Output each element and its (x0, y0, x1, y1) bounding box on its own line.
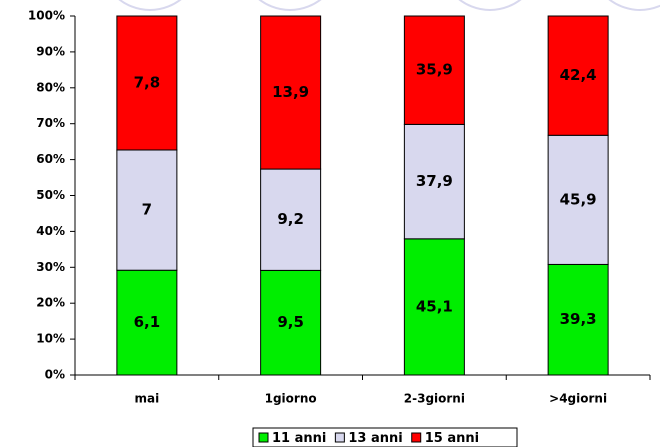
legend-label: 13 anni (348, 431, 402, 446)
x-tick-label: 1giorno (265, 392, 317, 406)
y-tick-label: 10% (36, 332, 65, 346)
bar-segment (260, 269, 322, 376)
y-tick-label: 50% (36, 188, 65, 202)
x-tick-label: 2-3giorni (404, 392, 465, 406)
data-label: 9,5 (277, 313, 304, 331)
bar-segment (116, 15, 178, 151)
data-label: 37,9 (416, 172, 453, 190)
data-label: 42,4 (560, 66, 597, 84)
bar-segment (547, 134, 609, 265)
legend-swatch (334, 432, 345, 443)
y-tick-label: 20% (36, 296, 65, 310)
bar-segment (403, 15, 465, 125)
y-tick-label: 30% (36, 260, 65, 274)
y-tick-label: 100% (28, 9, 65, 23)
decoration (118, 0, 660, 11)
y-tick-label: 70% (36, 116, 65, 130)
y-tick-label: 0% (45, 368, 65, 382)
y-tick-label: 90% (36, 44, 65, 58)
data-label: 13,9 (272, 83, 309, 101)
legend-swatch (411, 432, 422, 443)
data-label: 35,9 (416, 61, 453, 79)
data-label: 7,8 (134, 73, 161, 91)
x-tick-label: >4giorni (549, 392, 607, 406)
data-label: 39,3 (560, 310, 597, 328)
data-label: 6,1 (134, 313, 161, 331)
bar-segment (403, 123, 465, 240)
bar-segment (403, 238, 465, 376)
y-tick-label: 40% (36, 224, 65, 238)
legend-label: 11 anni (272, 431, 326, 446)
data-label: 45,1 (416, 297, 453, 315)
legend-box (252, 427, 518, 447)
bar-segment (547, 15, 609, 136)
data-label: 45,9 (560, 190, 597, 208)
x-tick-label: mai (135, 392, 160, 406)
legend-label: 15 anni (425, 431, 479, 446)
legend-swatch (258, 432, 269, 443)
y-tick-label: 60% (36, 152, 65, 166)
data-label: 7 (142, 201, 152, 219)
bar-segment (260, 168, 322, 271)
bar-segment (260, 15, 322, 170)
bar-segment (547, 263, 609, 376)
y-tick-label: 80% (36, 80, 65, 94)
data-label: 9,2 (277, 210, 304, 228)
